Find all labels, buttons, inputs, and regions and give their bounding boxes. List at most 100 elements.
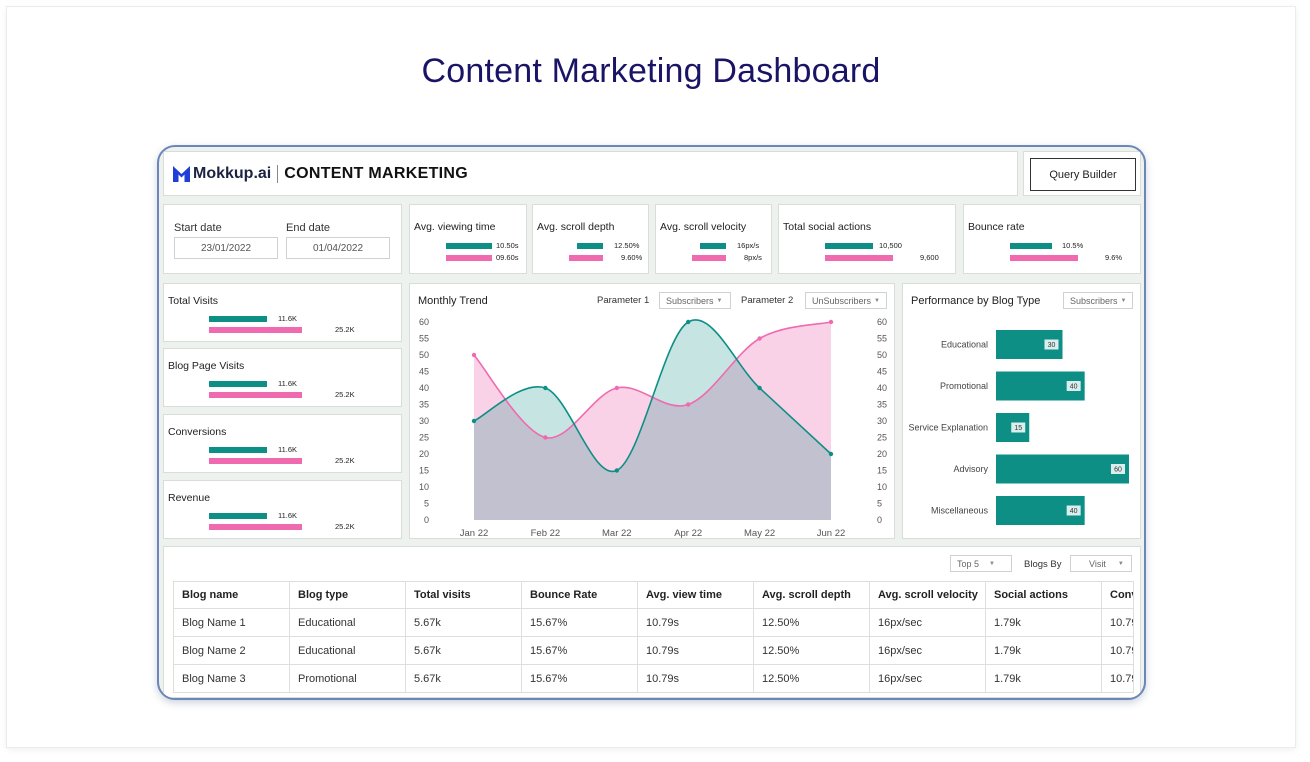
chevron-down-icon: ▼ [1120,297,1127,304]
y-tick-label-right: 60 [877,317,887,327]
metric-bar-current [209,447,267,453]
parameter-1-select[interactable]: Subscribers ▼ [659,292,731,309]
x-tick-label: Feb 22 [531,528,561,539]
x-tick-label: May 22 [744,528,775,539]
point-unsubscribers [471,352,477,358]
query-builder-button[interactable]: Query Builder [1030,158,1136,191]
kpi-bar-current [1010,243,1052,249]
top-n-select[interactable]: Top 5 ▼ [950,555,1012,572]
metric-value-current: 11.6K [278,511,298,520]
table-header-row: Blog name Blog type Total visits Bounce … [173,581,1134,609]
logo: Mokkup.ai CONTENT MARKETING [172,165,468,183]
table-cell: 12.50% [753,664,870,693]
y-tick-label-left: 40 [419,383,429,393]
metric-value-current: 11.6K [278,314,298,323]
table-row[interactable]: Blog Name 1 Educational 5.67k 15.67% 10.… [173,608,1134,637]
kpi-title: Avg. viewing time [414,221,496,233]
parameter-1-value: Subscribers [666,295,714,306]
y-tick-label-left: 35 [419,400,429,410]
kpi-value-current: 12.50% [614,241,640,250]
table-cell: 10.79 [1101,664,1134,693]
table-cell: 10.79 [1101,636,1134,665]
column-header[interactable]: Conv [1101,581,1134,609]
y-tick-label-left: 20 [419,449,429,459]
area-subscribers [474,319,831,520]
bar-value-badge [1066,505,1081,516]
metric-title: Blog Page Visits [168,360,245,372]
start-date-input[interactable]: 23/01/2022 [174,237,278,259]
metric-card-revenue: Revenue 11.6K 25.2K [163,480,402,539]
table-cell: Promotional [289,664,406,693]
kpi-bar-current [577,243,603,249]
column-header[interactable]: Avg. scroll velocity [869,581,986,609]
kpi-value-previous: 09.60s [496,253,519,262]
column-header[interactable]: Social actions [985,581,1102,609]
column-header[interactable]: Avg. view time [637,581,754,609]
bar-value-badge [1111,464,1125,474]
blog-table: Blog name Blog type Total visits Bounce … [173,581,1134,693]
kpi-value-current: 16px/s [737,241,760,250]
y-tick-label-left: 50 [419,350,429,360]
kpi-value-previous: 9.60% [621,253,643,262]
end-date-input[interactable]: 01/04/2022 [286,237,390,259]
blog-type-select[interactable]: Subscribers ▼ [1063,292,1133,309]
parameter-2-label: Parameter 2 [741,295,794,306]
column-header[interactable]: Bounce Rate [521,581,638,609]
point-subscribers [757,385,762,391]
logo-divider [277,165,279,183]
table-row[interactable]: Blog Name 2 Educational 5.67k 15.67% 10.… [173,636,1134,665]
column-header[interactable]: Avg. scroll depth [753,581,870,609]
metric-title: Total Visits [168,295,218,307]
point-unsubscribers [614,385,619,391]
bar-value-badge [1011,422,1026,433]
table-cell: 15.67% [521,608,638,637]
metric-card-conversions: Conversions 11.6K 25.2K [163,414,402,473]
blogs-by-select[interactable]: Visit ▼ [1070,555,1132,572]
bar [996,454,1129,484]
mokkup-logo-icon [173,166,190,182]
y-tick-label-right: 30 [877,416,887,426]
point-subscribers [614,468,619,473]
kpi-bar-current [446,243,492,249]
y-tick-label-right: 50 [877,350,887,360]
metric-card-total-visits: Total Visits 11.6K 25.2K [163,283,402,342]
column-header[interactable]: Blog type [289,581,406,609]
bar-category-label: Service Explanation [908,423,988,433]
column-header[interactable]: Blog name [173,581,290,609]
table-row[interactable]: Blog Name 3 Promotional 5.67k 15.67% 10.… [173,664,1134,693]
table-cell: 12.50% [753,608,870,637]
area-unsubscribers [474,322,831,520]
blog-type-title: Performance by Blog Type [911,295,1041,307]
dashboard-frame: Mokkup.ai CONTENT MARKETING Query Builde… [157,145,1146,700]
kpi-value-previous: 9,600 [920,253,939,262]
y-tick-label-right: 20 [877,449,887,459]
metric-value-current: 11.6K [278,445,298,454]
bar-value-label: 60 [1114,467,1122,474]
kpi-card-scroll-depth: Avg. scroll depth 12.50% 9.60% [532,204,649,274]
kpi-bar-current [700,243,726,249]
kpi-value-current: 10.50s [496,241,519,250]
metric-value-previous: 25.2K [335,390,355,399]
date-range-card: Start date End date 23/01/2022 01/04/202… [163,204,402,274]
table-cell: 15.67% [521,636,638,665]
point-unsubscribers [543,435,548,440]
header-bar: Mokkup.ai CONTENT MARKETING [163,151,1018,196]
bar-value-badge [1044,339,1059,350]
bar-category-label: Advisory [953,464,988,474]
table-cell: 10.79 [1101,608,1134,637]
y-tick-label-right: 10 [877,482,887,492]
chevron-down-icon: ▼ [716,297,723,304]
y-tick-label-right: 25 [877,433,887,443]
kpi-title: Avg. scroll velocity [660,221,747,233]
kpi-value-previous: 8px/s [744,253,762,262]
bar-value-label: 15 [1014,425,1022,432]
column-header[interactable]: Total visits [405,581,522,609]
kpi-bar-previous [692,255,726,261]
metric-bar-current [209,316,267,322]
point-subscribers [471,418,477,424]
parameter-2-select[interactable]: UnSubscribers ▼ [805,292,887,309]
bar-category-label: Miscellaneous [931,506,989,516]
table-cell: 10.79s [637,636,754,665]
y-tick-label-right: 40 [877,383,887,393]
